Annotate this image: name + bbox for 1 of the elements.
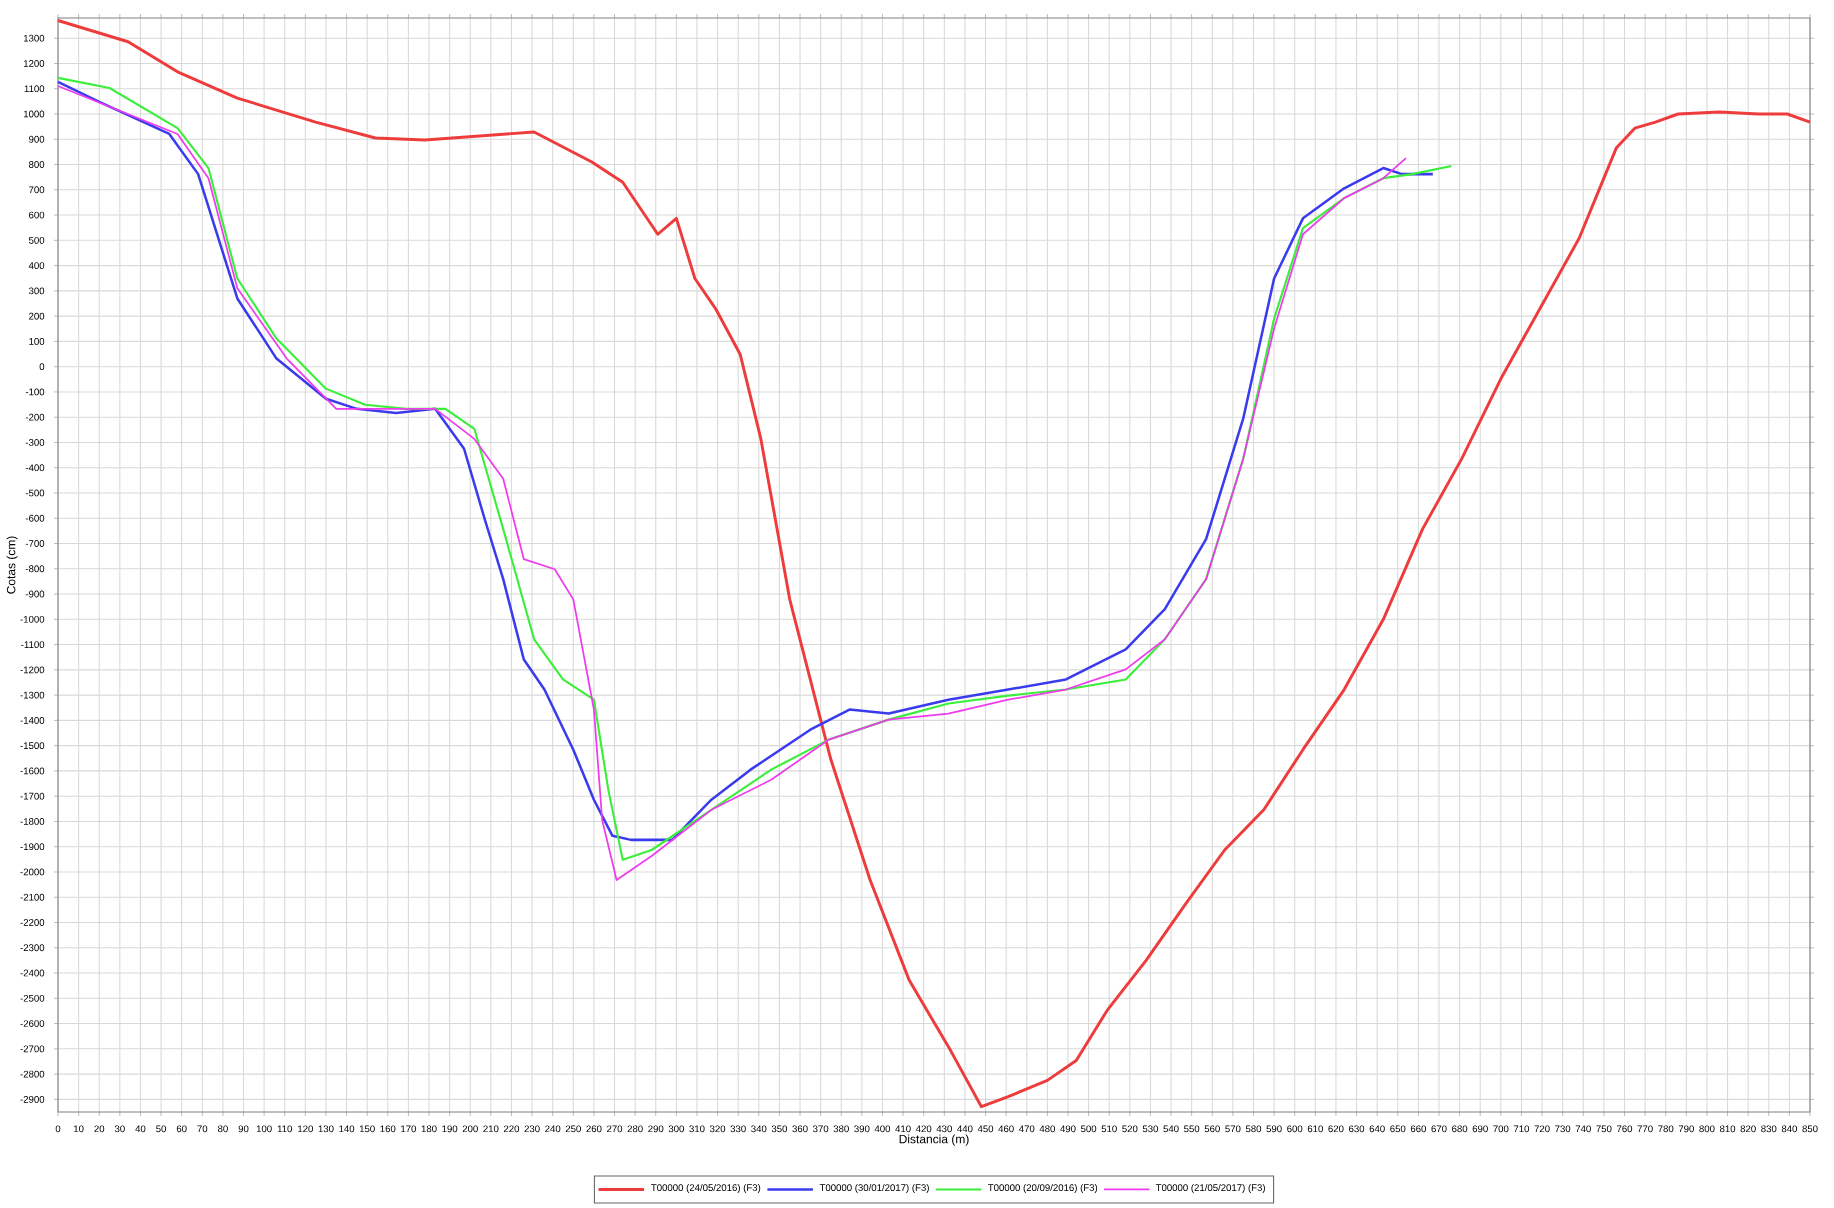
line-series: [56, 19, 1812, 1109]
